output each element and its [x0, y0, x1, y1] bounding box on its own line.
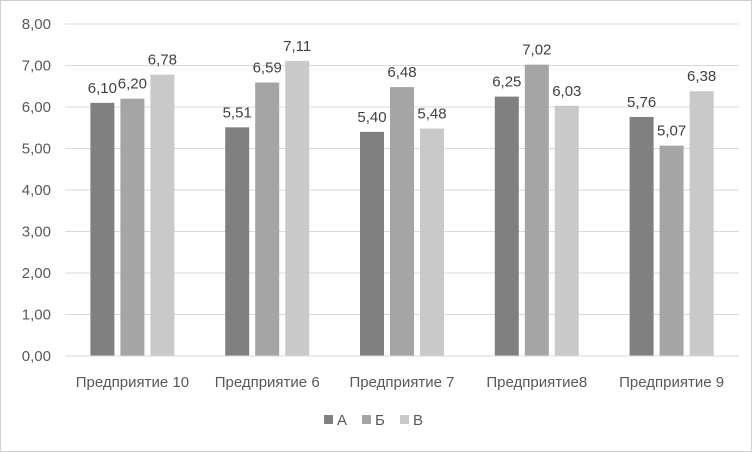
y-axis-tick-labels: 0,00 1,00 2,00 3,00 4,00 5,00 6,00 7,00 8,00 [22, 16, 51, 365]
bar [524, 64, 549, 357]
legend-label: В [413, 412, 423, 429]
legend-swatch [324, 415, 333, 424]
data-label: 6,20 [118, 76, 147, 93]
bar [285, 60, 310, 357]
data-labels: 6,10 6,206,78 5,51 6,597,11 5,40 6,48 5,48 6,25… [88, 38, 716, 140]
bar [225, 127, 250, 357]
data-label: 7,11 [283, 38, 311, 55]
y-tick-label: 6,00 [22, 99, 51, 116]
bar [659, 145, 684, 356]
bar [689, 91, 714, 356]
y-tick-label: 8,00 [22, 16, 51, 33]
bar [150, 74, 175, 356]
legend-label: Б [375, 412, 385, 429]
y-tick-label: 3,00 [22, 224, 51, 241]
data-label: 5,51 [223, 104, 252, 121]
x-tick-label: Предприятие 6 [215, 374, 320, 391]
legend-item: Б [362, 412, 385, 429]
data-label: 6,03 [552, 83, 581, 100]
data-label: 6,78 [148, 52, 177, 69]
x-tick-label: Предприятие 10 [76, 374, 189, 391]
data-label: 7,02 [522, 42, 551, 59]
data-label: 6,59 [253, 60, 282, 77]
data-label: 6,10 [88, 80, 117, 97]
data-label: 6,25 [492, 74, 521, 91]
legend-swatch [400, 415, 409, 424]
data-label: 5,76 [627, 94, 656, 111]
bar [90, 102, 115, 356]
bar [120, 98, 145, 356]
bar [255, 82, 280, 356]
x-axis-tick-labels: Предприятие 10 Предприятие 6 Предприятие 7… [76, 374, 724, 391]
data-label: 6,48 [387, 64, 416, 81]
legend-item: А [324, 412, 347, 429]
legend-item: В [400, 412, 423, 429]
bar [494, 96, 519, 356]
bars [90, 60, 714, 357]
bar [629, 116, 654, 357]
bar [554, 105, 579, 356]
x-tick-label: Предприятие 7 [350, 374, 455, 391]
data-label: 6,38 [687, 68, 716, 85]
y-tick-label: 7,00 [22, 58, 51, 75]
y-tick-label: 2,00 [22, 265, 51, 282]
y-tick-label: 1,00 [22, 307, 51, 324]
legend: А Б В [324, 412, 423, 429]
y-tick-label: 0,00 [22, 348, 51, 365]
data-label: 5,40 [357, 109, 386, 126]
x-tick-label: Предприятие8 [486, 374, 587, 391]
bar [390, 87, 414, 356]
data-label: 5,48 [417, 106, 446, 123]
data-label: 5,07 [657, 123, 686, 140]
y-tick-label: 4,00 [22, 182, 51, 199]
bar [420, 128, 444, 356]
x-tick-label: Предприятие 9 [619, 374, 724, 391]
bar [360, 131, 384, 356]
legend-label: А [337, 412, 347, 429]
legend-swatch [362, 415, 371, 424]
y-tick-label: 5,00 [22, 141, 51, 158]
